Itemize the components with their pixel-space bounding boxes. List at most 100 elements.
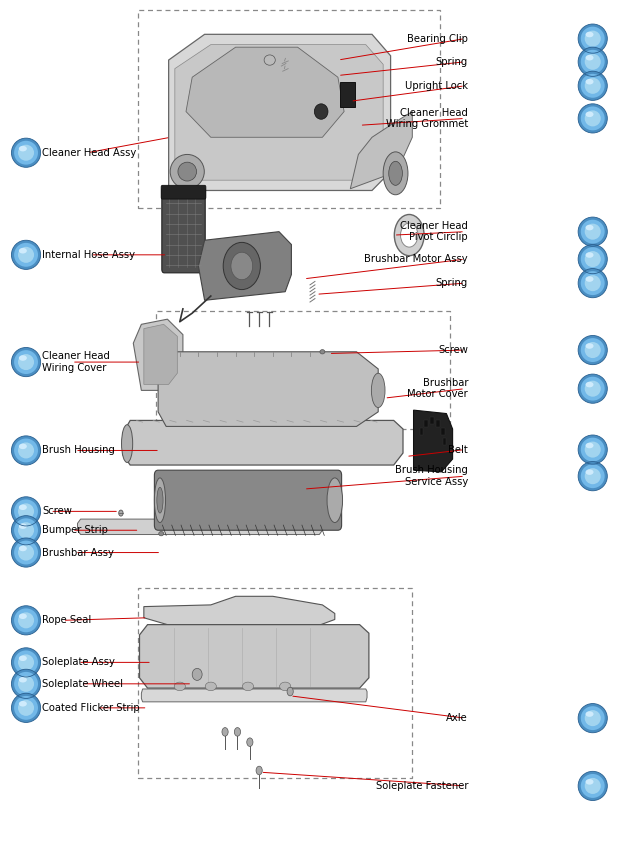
Ellipse shape [578, 47, 608, 76]
Ellipse shape [14, 243, 38, 267]
Ellipse shape [578, 24, 608, 53]
Ellipse shape [280, 682, 291, 691]
Polygon shape [78, 519, 322, 535]
Bar [138, 10, 440, 208]
Ellipse shape [19, 656, 27, 661]
Polygon shape [414, 410, 453, 472]
Ellipse shape [585, 276, 593, 281]
Text: Soleplate Wheel: Soleplate Wheel [42, 679, 123, 689]
Ellipse shape [578, 435, 608, 464]
Ellipse shape [178, 162, 197, 181]
Polygon shape [158, 352, 378, 426]
FancyBboxPatch shape [420, 428, 423, 434]
FancyBboxPatch shape [161, 185, 206, 199]
Ellipse shape [11, 347, 41, 377]
Ellipse shape [585, 382, 593, 387]
Text: Brush Housing
Service Assy: Brush Housing Service Assy [395, 465, 468, 487]
Ellipse shape [14, 696, 38, 720]
Ellipse shape [585, 54, 601, 69]
Ellipse shape [192, 668, 202, 680]
Ellipse shape [14, 350, 38, 374]
Text: Cleaner Head
Wiring Grommet: Cleaner Head Wiring Grommet [386, 107, 468, 130]
Ellipse shape [581, 377, 604, 401]
Ellipse shape [19, 146, 27, 151]
Ellipse shape [11, 606, 41, 635]
Ellipse shape [14, 541, 38, 565]
Ellipse shape [19, 248, 27, 253]
Ellipse shape [327, 478, 342, 523]
Text: Coated Flicker Strip: Coated Flicker Strip [42, 703, 140, 713]
Ellipse shape [19, 505, 27, 510]
Ellipse shape [581, 27, 604, 51]
Ellipse shape [581, 50, 604, 74]
Text: Soleplate Fastener: Soleplate Fastener [376, 781, 468, 791]
Text: Axle: Axle [446, 713, 468, 723]
Ellipse shape [585, 442, 601, 457]
Ellipse shape [19, 523, 27, 529]
Ellipse shape [585, 275, 601, 291]
Polygon shape [141, 689, 367, 702]
Ellipse shape [585, 55, 593, 60]
FancyBboxPatch shape [162, 187, 205, 273]
FancyBboxPatch shape [443, 438, 446, 445]
Ellipse shape [585, 32, 593, 37]
Ellipse shape [11, 669, 41, 698]
Ellipse shape [581, 220, 604, 244]
Text: Spring: Spring [436, 278, 468, 288]
Ellipse shape [578, 71, 608, 100]
Ellipse shape [585, 443, 593, 448]
Ellipse shape [578, 269, 608, 298]
Ellipse shape [170, 154, 204, 189]
Ellipse shape [585, 224, 601, 239]
Ellipse shape [205, 682, 216, 691]
FancyBboxPatch shape [154, 470, 342, 530]
Ellipse shape [231, 252, 253, 280]
Ellipse shape [585, 225, 593, 230]
Polygon shape [186, 47, 344, 137]
Ellipse shape [19, 701, 27, 706]
FancyBboxPatch shape [424, 420, 428, 426]
Ellipse shape [18, 247, 34, 263]
Text: Screw: Screw [42, 506, 72, 517]
Ellipse shape [11, 436, 41, 465]
Ellipse shape [174, 682, 185, 691]
Ellipse shape [19, 444, 27, 449]
Ellipse shape [18, 613, 34, 628]
Ellipse shape [11, 516, 41, 545]
Text: Brush Housing: Brush Housing [42, 445, 115, 456]
FancyBboxPatch shape [436, 420, 440, 426]
Text: Internal Hose Assy: Internal Hose Assy [42, 250, 135, 260]
Polygon shape [123, 420, 403, 465]
Ellipse shape [581, 438, 604, 462]
Ellipse shape [581, 271, 604, 295]
Ellipse shape [18, 145, 34, 160]
Ellipse shape [585, 342, 601, 358]
Text: Cleaner Head
Wiring Cover: Cleaner Head Wiring Cover [42, 351, 110, 373]
FancyBboxPatch shape [430, 417, 434, 424]
Ellipse shape [222, 728, 228, 736]
Ellipse shape [581, 774, 604, 798]
Ellipse shape [234, 728, 241, 736]
Ellipse shape [247, 738, 253, 746]
Ellipse shape [371, 373, 385, 408]
Ellipse shape [581, 247, 604, 271]
Ellipse shape [18, 354, 34, 370]
Ellipse shape [18, 504, 34, 519]
Ellipse shape [585, 381, 601, 396]
Text: Cleaner Head Assy: Cleaner Head Assy [42, 148, 136, 158]
Ellipse shape [157, 487, 163, 513]
Ellipse shape [14, 518, 38, 542]
Text: Bearing Clip: Bearing Clip [407, 33, 468, 44]
Ellipse shape [585, 779, 593, 784]
Ellipse shape [19, 355, 27, 360]
Ellipse shape [18, 545, 34, 560]
Ellipse shape [581, 106, 604, 130]
Polygon shape [169, 34, 391, 190]
Ellipse shape [18, 523, 34, 538]
Ellipse shape [242, 682, 254, 691]
FancyBboxPatch shape [441, 428, 445, 434]
Ellipse shape [11, 497, 41, 526]
Ellipse shape [581, 706, 604, 730]
Ellipse shape [14, 672, 38, 696]
Ellipse shape [581, 464, 604, 488]
